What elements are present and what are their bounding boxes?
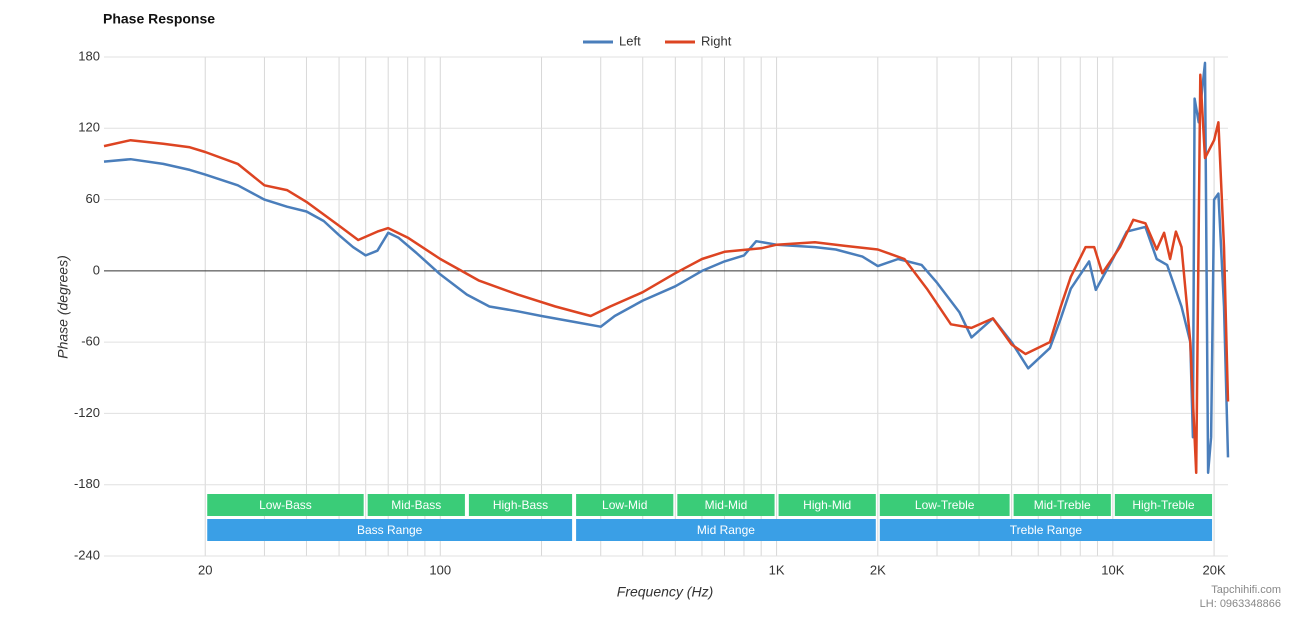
range-label: Bass Range: [357, 523, 423, 537]
legend-label: Left: [619, 33, 641, 48]
x-tick-label: 20: [198, 562, 212, 577]
range-label: Low-Treble: [915, 498, 975, 512]
chart-title: Phase Response: [103, 11, 215, 27]
legend-label: Right: [701, 33, 732, 48]
y-tick-label: 60: [86, 191, 100, 206]
footer-phone: LH: 0963348866: [1200, 598, 1281, 610]
range-band: [576, 494, 674, 516]
series-line: [103, 61, 1230, 475]
y-tick-label: -120: [74, 405, 100, 420]
x-tick-label: 10K: [1101, 562, 1124, 577]
x-tick-label: 1K: [769, 562, 785, 577]
range-label: High-Mid: [803, 498, 851, 512]
range-band: [468, 494, 573, 516]
range-label: Low-Mid: [602, 498, 647, 512]
x-axis-title: Frequency (Hz): [617, 584, 713, 600]
y-tick-label: -240: [74, 547, 100, 562]
range-band: [367, 494, 465, 516]
y-tick-label: 180: [78, 48, 100, 63]
y-tick-label: 120: [78, 120, 100, 135]
range-band: [879, 519, 1213, 541]
y-axis-title: Phase (degrees): [55, 255, 71, 359]
x-tick-label: 20K: [1203, 562, 1226, 577]
range-label: Mid-Treble: [1034, 498, 1091, 512]
range-band: [1114, 494, 1213, 516]
range-label: High-Treble: [1132, 498, 1195, 512]
range-band: [576, 519, 876, 541]
range-band: [1013, 494, 1111, 516]
y-tick-label: 0: [93, 262, 100, 277]
range-label: Mid-Bass: [391, 498, 441, 512]
x-tick-label: 100: [429, 562, 451, 577]
range-band: [207, 494, 364, 516]
range-label: Treble Range: [1010, 523, 1083, 537]
range-label: Low-Bass: [259, 498, 312, 512]
range-label: Mid Range: [697, 523, 755, 537]
y-tick-label: -180: [74, 476, 100, 491]
range-band: [879, 494, 1010, 516]
range-label: Mid-Mid: [705, 498, 748, 512]
range-band: [207, 519, 573, 541]
range-label: High-Bass: [493, 498, 548, 512]
series-line: [103, 73, 1230, 475]
footer-site: Tapchihifi.com: [1211, 584, 1281, 596]
range-band: [778, 494, 876, 516]
x-tick-label: 2K: [870, 562, 886, 577]
y-tick-label: -60: [81, 334, 100, 349]
range-band: [677, 494, 775, 516]
